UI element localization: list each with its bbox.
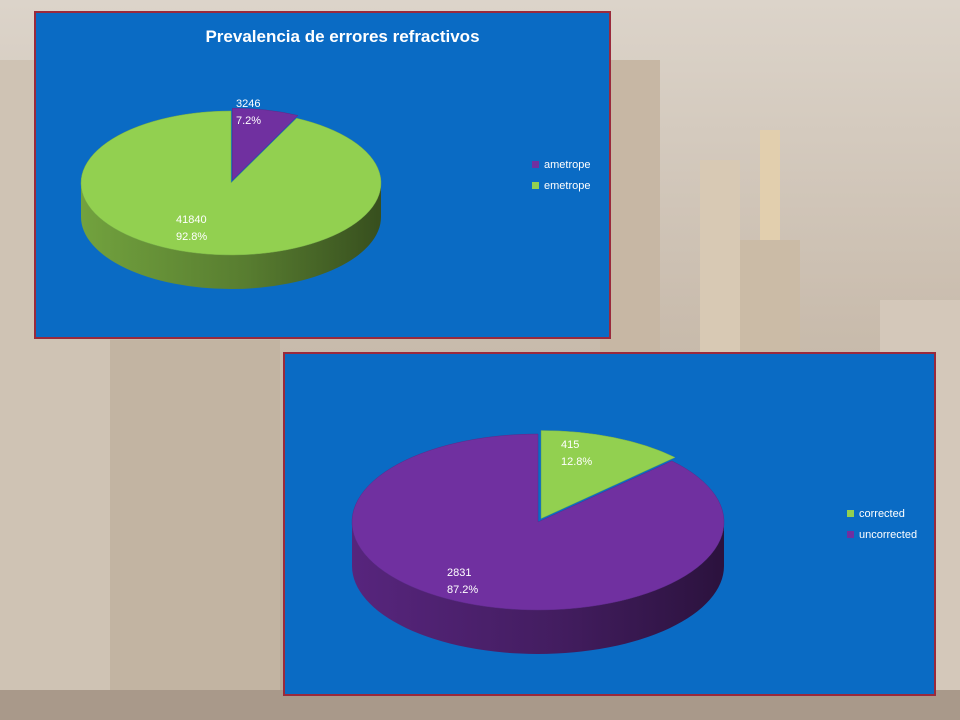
pie-slice-uncorrected (351, 433, 725, 611)
data-label-value-ametrope: 3246 (236, 98, 260, 110)
legend-label-emetrope: emetrope (544, 179, 591, 192)
chart-legend: corrected uncorrected (847, 503, 917, 545)
pie-slice-side-emetrope (81, 183, 381, 289)
data-label-value-uncorrected: 2831 (447, 567, 471, 579)
legend-swatch-uncorrected (847, 531, 854, 538)
data-label-percent-emetrope: 92.8% (176, 231, 207, 243)
legend-item-corrected: corrected (847, 503, 917, 524)
legend-item-emetrope: emetrope (532, 175, 590, 196)
legend-swatch-emetrope (532, 182, 539, 189)
legend-label-corrected: corrected (859, 507, 905, 520)
data-label-percent-uncorrected: 87.2% (447, 584, 478, 596)
legend-item-uncorrected: uncorrected (847, 524, 917, 545)
pie-slice-corrected (540, 430, 676, 519)
legend-label-ametrope: ametrope (544, 158, 591, 171)
chart-panel-correction: 415 12.8% 2831 87.2% corrected uncorrected (283, 352, 936, 696)
legend-label-uncorrected: uncorrected (859, 528, 918, 541)
data-label-percent-corrected: 12.8% (561, 456, 592, 468)
legend-swatch-ametrope (532, 161, 539, 168)
chart-legend: ametrope emetrope (532, 154, 590, 196)
pie-chart-correction: 415 12.8% 2831 87.2% (351, 430, 725, 654)
pie-slice-side-uncorrected (352, 522, 724, 654)
data-label-value-emetrope: 41840 (176, 214, 207, 226)
legend-swatch-corrected (847, 510, 854, 517)
pie-slice-ametrope (232, 107, 299, 181)
data-label-value-corrected: 415 (561, 439, 579, 451)
pie-slice-emetrope (80, 110, 382, 256)
chart-panel-refractive-errors: 3246 7.2% 41840 92.8% Prevalencia de errore… (34, 11, 611, 339)
chart-title: Prevalencia de errores refractivos (205, 27, 480, 46)
legend-item-ametrope: ametrope (532, 154, 590, 175)
data-label-percent-ametrope: 7.2% (236, 115, 261, 127)
pie-chart-refractive-errors: 3246 7.2% 41840 92.8% (80, 98, 382, 289)
